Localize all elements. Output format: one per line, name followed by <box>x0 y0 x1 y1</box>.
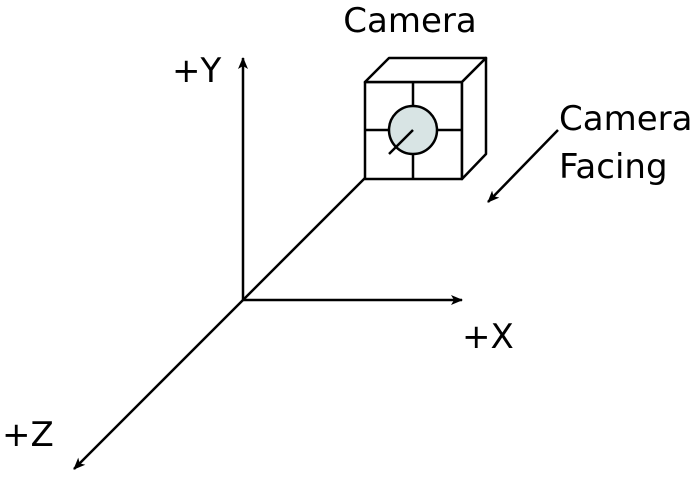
cube-camera-icon <box>363 56 488 181</box>
camera-facing-label-line2: Facing <box>559 147 668 187</box>
y-axis-label: +Y <box>172 51 221 91</box>
z-axis <box>73 299 244 470</box>
x-axis-label: +X <box>462 317 514 357</box>
camera-facing-arrow <box>487 129 559 203</box>
camera-title: Camera <box>343 1 476 41</box>
origin-to-camera-line <box>242 177 366 301</box>
camera-facing-label-line1: Camera <box>559 99 692 139</box>
z-axis-label: +Z <box>2 415 54 455</box>
